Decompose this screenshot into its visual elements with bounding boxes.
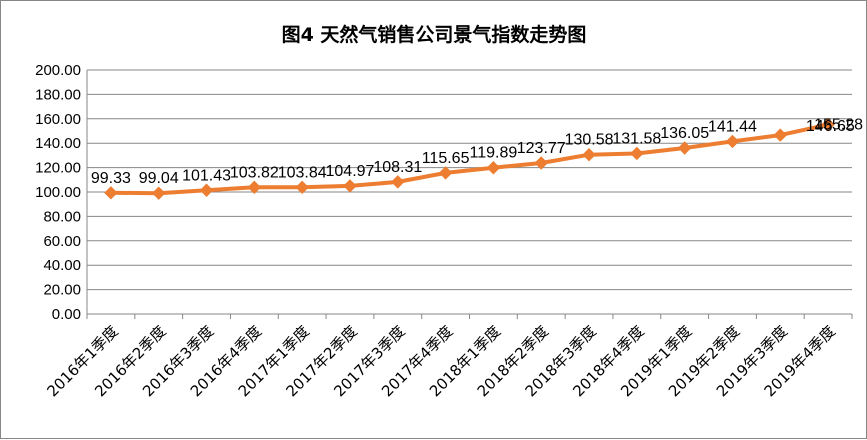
series-line [110,122,829,196]
data-point-marker [486,161,501,175]
data-label: 141.44 [708,118,757,135]
x-axis-tick-labels: 2016年1季度2016年2季度2016年3季度2016年4季度2017年1季度… [43,322,838,400]
data-label: 123.77 [517,140,566,157]
y-tick-label: 20.00 [43,282,81,299]
data-point-marker [343,179,357,193]
data-point-marker [295,180,309,195]
y-tick-label: 140.00 [35,135,81,152]
axes [86,70,853,319]
data-label: 119.89 [470,145,518,162]
y-tick-label: 80.00 [43,208,81,225]
data-label: 131.58 [612,130,661,147]
data-label: 155.28 [814,117,863,134]
y-tick-label: 160.00 [35,111,81,128]
data-labels: 99.33 99.04 101.43103.82103.84104.97108.31… [91,117,863,188]
data-point-marker [199,183,214,197]
data-label: 136.05 [660,125,709,142]
data-label: 146.65 [806,118,855,135]
y-tick-label: 180.00 [35,86,81,103]
data-label: 101.43 [182,167,231,184]
y-axis-tick-labels: 0.00 20.00 40.00 60.00 80.00 100.00 120.00 140.… [35,62,81,323]
data-label: 99.33 [91,170,131,187]
y-tick-label: 40.00 [43,257,81,274]
data-label: 103.82 [230,164,279,181]
data-point-marker [391,175,405,189]
gridlines [87,69,852,291]
y-tick-label: 60.00 [43,233,81,250]
data-label: 108.31 [373,159,422,176]
data-label: 99.04 [139,170,179,187]
y-tick-label: 100.00 [35,184,81,201]
series [104,117,835,200]
data-label: 115.65 [422,150,470,167]
data-point-marker [725,134,740,149]
data-point-marker [630,146,644,161]
data-point-marker [821,117,835,132]
data-point-marker [104,186,118,200]
data-point-marker [438,166,453,180]
y-tick-label: 120.00 [35,160,81,177]
data-point-marker [247,180,262,195]
chart-title: 图4 天然气销售公司景气指数走势图 [282,23,587,46]
y-tick-label: 0.00 [52,306,81,323]
data-point-marker [773,128,787,142]
data-point-marker [534,156,548,170]
data-label: 104.97 [326,163,375,180]
data-label: 103.84 [278,164,327,181]
y-tick-label: 200.00 [35,62,81,79]
data-point-marker [677,141,692,155]
data-label: 130.58 [565,132,614,149]
data-point-marker [152,186,166,200]
data-point-marker [582,147,596,162]
